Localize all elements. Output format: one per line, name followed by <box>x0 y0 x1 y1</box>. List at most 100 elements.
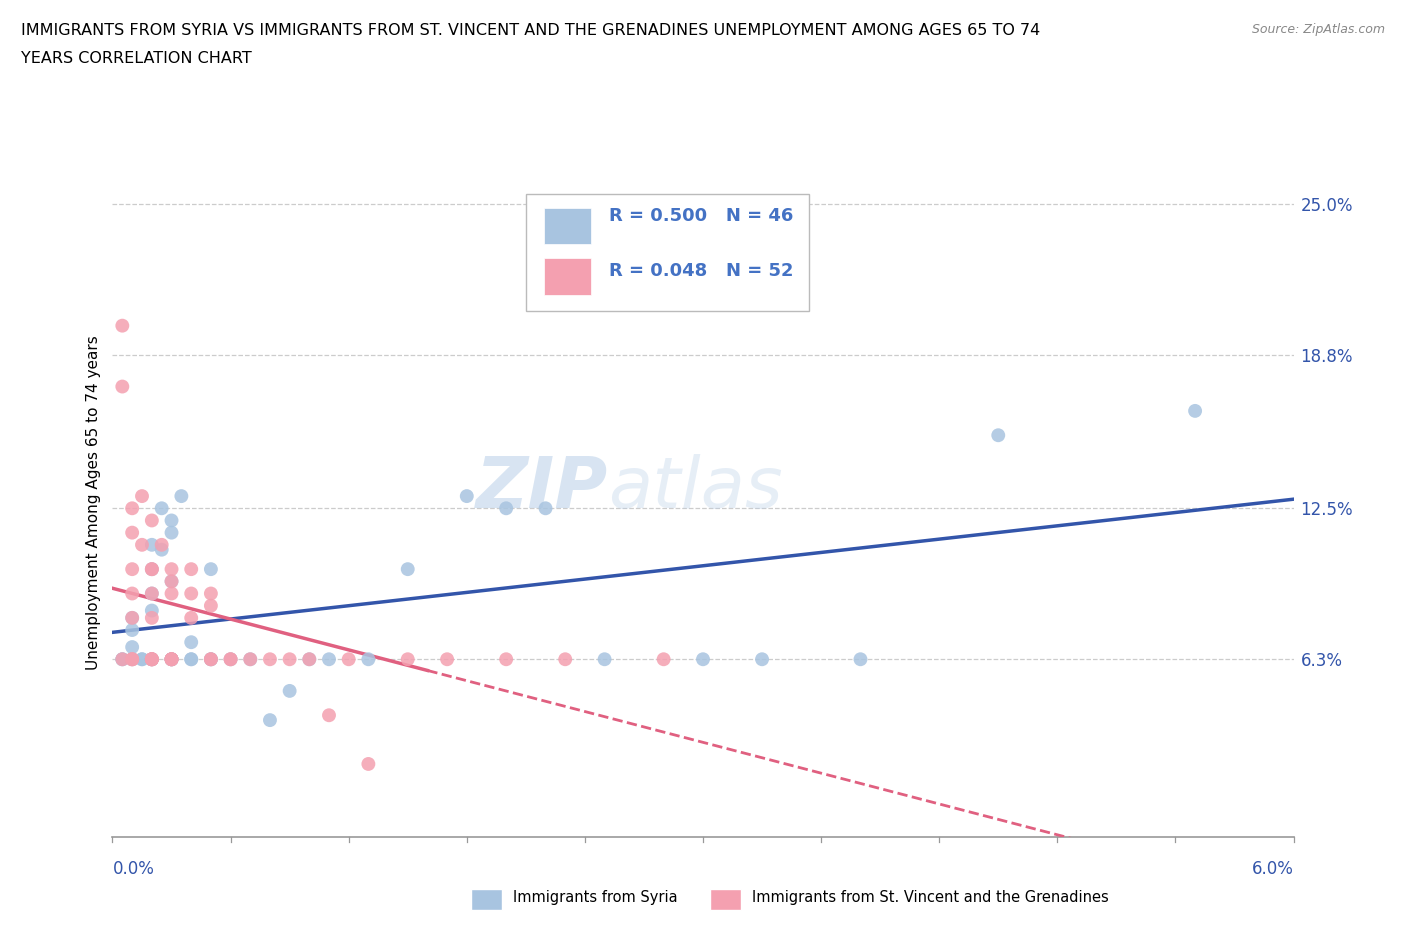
Bar <box>544 207 591 245</box>
Point <box>396 652 419 667</box>
Point <box>131 652 153 667</box>
Point <box>278 684 301 698</box>
Point <box>200 652 222 667</box>
Point <box>436 652 458 667</box>
Point <box>131 652 153 667</box>
Point <box>121 525 143 540</box>
Point <box>180 610 202 625</box>
Point <box>180 635 202 650</box>
Point <box>121 586 143 601</box>
Point <box>456 488 478 503</box>
Point <box>141 652 163 667</box>
Point <box>219 652 242 667</box>
Point <box>751 652 773 667</box>
Text: R = 0.500   N = 46: R = 0.500 N = 46 <box>609 207 793 225</box>
Point <box>652 652 675 667</box>
Point <box>141 652 163 667</box>
Point <box>160 574 183 589</box>
Text: Immigrants from St. Vincent and the Grenadines: Immigrants from St. Vincent and the Gren… <box>752 890 1109 905</box>
Point <box>160 652 183 667</box>
Point <box>160 525 183 540</box>
Point <box>160 652 183 667</box>
Point <box>111 318 134 333</box>
Point <box>141 604 163 618</box>
Point <box>278 652 301 667</box>
Point <box>141 538 163 552</box>
Point <box>318 708 340 723</box>
Point <box>357 756 380 771</box>
Text: atlas: atlas <box>609 455 783 524</box>
Point <box>131 538 153 552</box>
Point <box>141 562 163 577</box>
Point <box>337 652 360 667</box>
Point <box>111 652 134 667</box>
Point <box>200 586 222 601</box>
Point <box>239 652 262 667</box>
Point <box>495 501 517 516</box>
Text: ZIP: ZIP <box>477 455 609 524</box>
Point <box>160 513 183 528</box>
Point <box>259 652 281 667</box>
Bar <box>544 258 591 295</box>
Point <box>259 712 281 727</box>
Point <box>849 652 872 667</box>
Point <box>239 652 262 667</box>
Point <box>121 640 143 655</box>
Point <box>141 652 163 667</box>
Point <box>141 586 163 601</box>
Point <box>141 652 163 667</box>
Point <box>180 586 202 601</box>
Point <box>121 610 143 625</box>
Point <box>141 652 163 667</box>
Point <box>141 513 163 528</box>
Point <box>593 652 616 667</box>
Point <box>121 652 143 667</box>
Point <box>200 598 222 613</box>
Point <box>495 652 517 667</box>
Text: 0.0%: 0.0% <box>112 860 155 879</box>
Text: Immigrants from Syria: Immigrants from Syria <box>513 890 678 905</box>
Point <box>141 562 163 577</box>
Point <box>1184 404 1206 418</box>
Point <box>141 652 163 667</box>
Point <box>160 652 183 667</box>
Point <box>180 652 202 667</box>
Point <box>131 488 153 503</box>
Point <box>111 379 134 394</box>
Point <box>219 652 242 667</box>
Point <box>111 652 134 667</box>
Point <box>150 538 173 552</box>
Point <box>692 652 714 667</box>
Point <box>170 488 193 503</box>
Point <box>121 562 143 577</box>
Point <box>554 652 576 667</box>
Point <box>180 562 202 577</box>
Point <box>111 652 134 667</box>
Point <box>121 610 143 625</box>
Point <box>298 652 321 667</box>
Point <box>150 501 173 516</box>
Point <box>160 574 183 589</box>
Point <box>200 652 222 667</box>
Text: IMMIGRANTS FROM SYRIA VS IMMIGRANTS FROM ST. VINCENT AND THE GRENADINES UNEMPLOY: IMMIGRANTS FROM SYRIA VS IMMIGRANTS FROM… <box>21 23 1040 38</box>
Point <box>318 652 340 667</box>
Point <box>150 542 173 557</box>
Point <box>200 652 222 667</box>
Point <box>987 428 1010 443</box>
Point <box>200 562 222 577</box>
Y-axis label: Unemployment Among Ages 65 to 74 years: Unemployment Among Ages 65 to 74 years <box>86 335 101 670</box>
Point <box>160 586 183 601</box>
Text: Source: ZipAtlas.com: Source: ZipAtlas.com <box>1251 23 1385 36</box>
Point <box>141 586 163 601</box>
Point <box>160 652 183 667</box>
Point <box>160 562 183 577</box>
Point <box>298 652 321 667</box>
Text: YEARS CORRELATION CHART: YEARS CORRELATION CHART <box>21 51 252 66</box>
Point <box>200 652 222 667</box>
Point <box>121 652 143 667</box>
Point <box>160 652 183 667</box>
Point <box>141 610 163 625</box>
Point <box>180 652 202 667</box>
FancyBboxPatch shape <box>526 194 810 312</box>
Point <box>357 652 380 667</box>
